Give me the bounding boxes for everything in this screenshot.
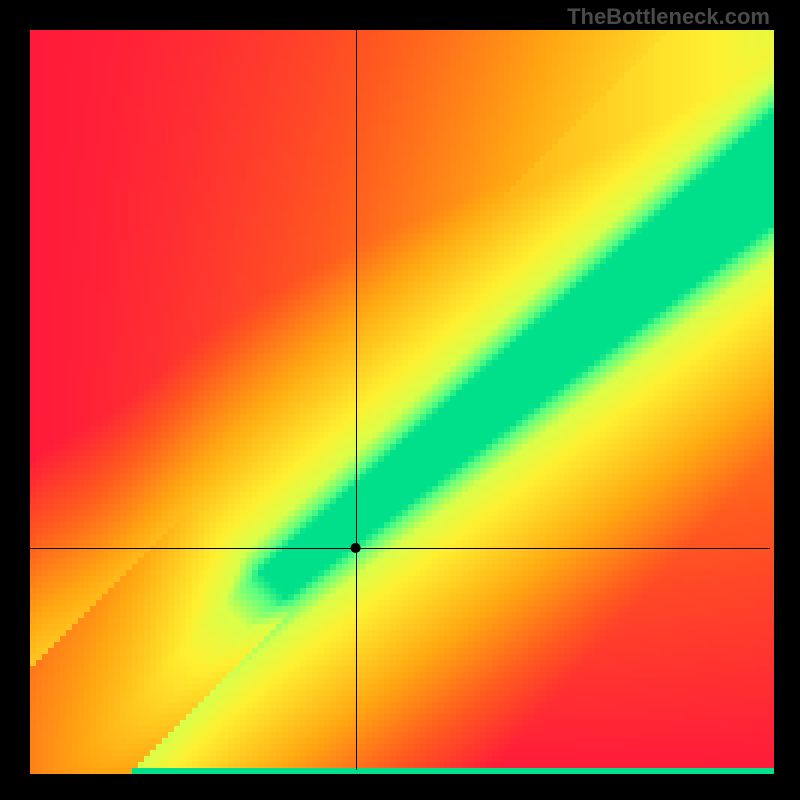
chart-container: TheBottleneck.com	[0, 0, 800, 800]
watermark-text: TheBottleneck.com	[567, 4, 770, 30]
bottleneck-heatmap	[0, 0, 800, 800]
